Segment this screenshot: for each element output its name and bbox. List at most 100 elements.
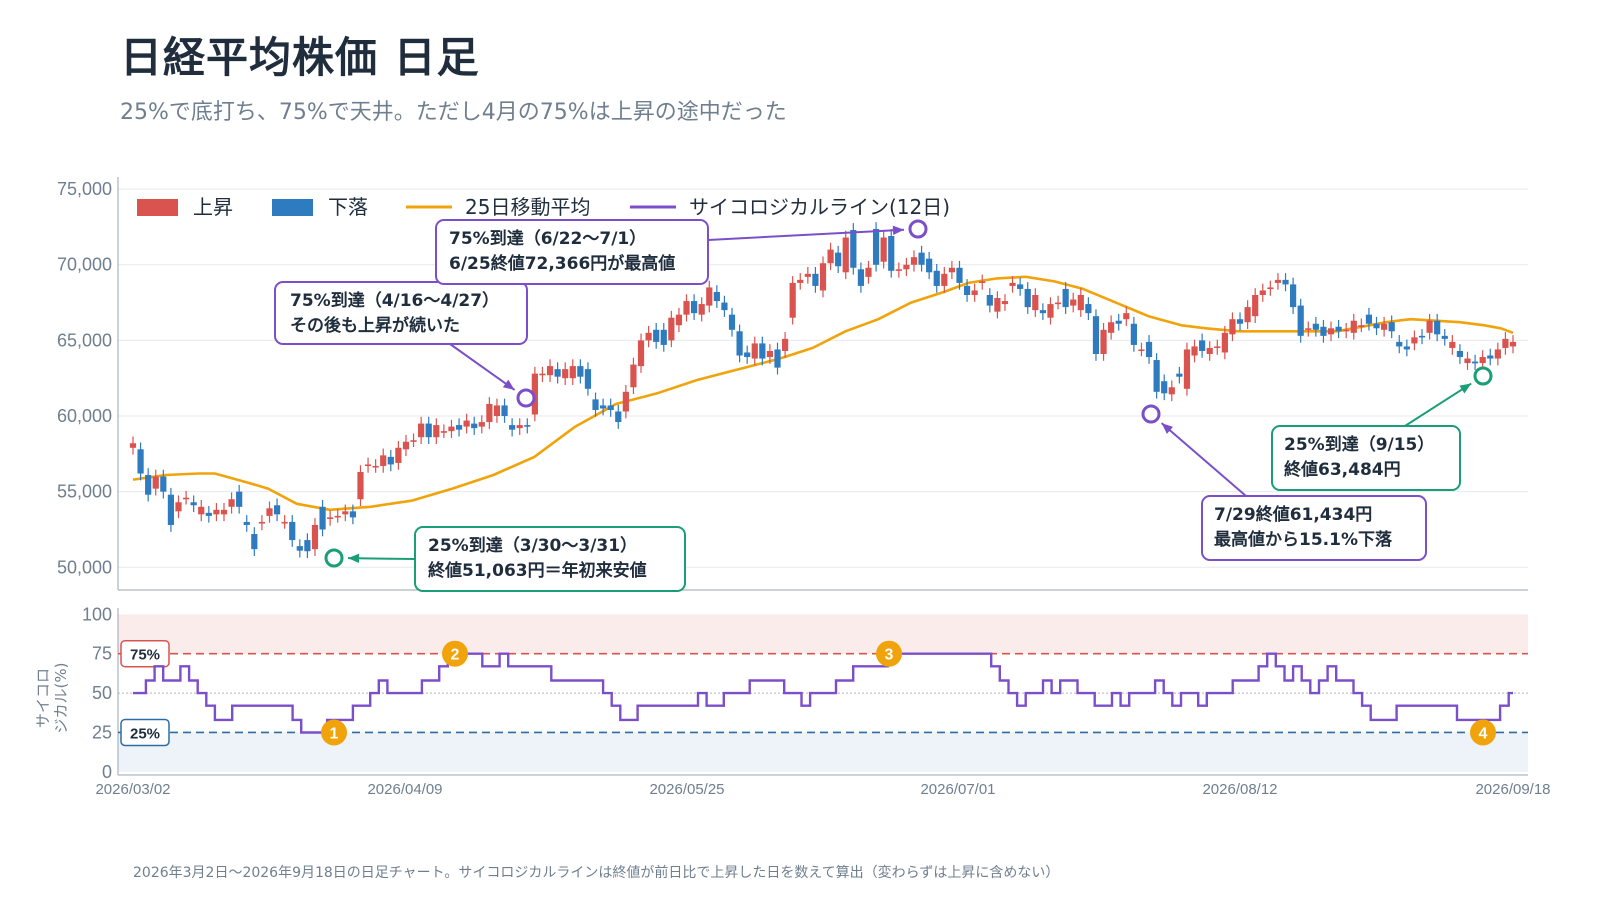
annotation-point-marker — [324, 548, 344, 568]
candle-up — [865, 260, 872, 284]
candle-down — [1236, 312, 1244, 331]
candle-body — [872, 228, 880, 265]
x-tick-label: 2026/04/09 — [367, 781, 442, 798]
candle-up — [622, 385, 629, 419]
candle-up — [372, 459, 379, 473]
annotation-point-marker — [516, 388, 536, 408]
candle-up — [683, 294, 690, 322]
candle-down — [1290, 277, 1297, 314]
candle-down — [319, 499, 326, 537]
candle-down — [1487, 348, 1494, 366]
candle-body — [683, 301, 690, 315]
candle-down — [963, 279, 971, 302]
main-y-tick-label: 60,000 — [57, 406, 112, 426]
oversold-zone — [118, 732, 1528, 772]
annotation-box — [435, 219, 709, 285]
candle-body — [1327, 328, 1335, 335]
annotation-arrow-line — [347, 557, 416, 560]
candle-down — [1176, 366, 1183, 384]
candle-body — [1290, 284, 1297, 308]
candle-body — [1487, 355, 1494, 359]
candle-down — [1115, 313, 1122, 331]
candle-body — [1509, 341, 1517, 347]
candle-body — [1206, 347, 1213, 354]
candle-body — [1411, 337, 1418, 344]
candle-down — [1373, 316, 1380, 336]
annotation-box — [274, 281, 528, 345]
candle-down — [243, 515, 250, 532]
candle-up — [1267, 280, 1274, 296]
x-tick-label: 2026/07/01 — [920, 781, 995, 798]
candle-up — [1327, 321, 1335, 342]
candle-body — [1426, 320, 1433, 333]
upper-band-badge-box — [120, 639, 170, 668]
candle-body — [425, 423, 432, 438]
candle-up — [903, 257, 910, 277]
page-subtitle: 25%で底打ち、75%で天井。ただし4月の75%は上昇の途中だった — [120, 100, 787, 125]
candle-body — [713, 291, 720, 302]
candle-body — [842, 237, 849, 273]
candle-down — [509, 418, 516, 437]
page-title: 日経平均株価 日足 — [120, 33, 480, 82]
candle-down — [1282, 273, 1289, 292]
annotation-box — [1201, 495, 1427, 561]
candle-body — [895, 269, 902, 271]
candle-down — [615, 404, 622, 429]
sub-y-tick-label: 25 — [92, 722, 112, 742]
annotation-3: 25%到達（3/30〜3/31） 終値51,063円＝年初来安値 — [324, 526, 686, 592]
candle-up — [1191, 339, 1198, 363]
annotation-arrow-line — [707, 228, 905, 241]
candle-down — [1471, 354, 1479, 371]
candle-body — [1274, 279, 1282, 283]
candle-body — [387, 456, 394, 465]
annotation-text-line: 75%到達（6/22〜7/1） — [449, 228, 646, 249]
annotation-text-line: 75%到達（4/16〜4/27） — [290, 290, 499, 311]
candle-body — [486, 403, 493, 423]
legend-item-down: 下落 — [272, 195, 368, 219]
annotation-text-line: 最高値から15.1%下落 — [1214, 529, 1393, 550]
candle-up — [539, 366, 546, 382]
psy-marker-circle — [321, 719, 347, 746]
candle-up — [220, 503, 228, 522]
psy-marker-3: 3 — [876, 640, 902, 667]
candle-down — [1297, 298, 1304, 343]
candle-down — [1145, 335, 1153, 364]
candle-up — [440, 424, 447, 438]
candle-down — [872, 222, 880, 272]
candle-up — [1009, 276, 1016, 293]
candle-down — [554, 362, 561, 384]
candle-body — [554, 369, 561, 377]
candle-up — [395, 440, 402, 470]
candle-body — [463, 420, 470, 427]
candle-up — [1494, 342, 1501, 366]
annotation-box — [1271, 425, 1461, 491]
lower-band-badge: 25% — [120, 718, 170, 747]
main-y-tick-label: 75,000 — [57, 179, 112, 199]
overbought-zone — [118, 614, 1528, 654]
annotation-arrow-head — [347, 553, 360, 563]
candle-body — [1252, 295, 1259, 317]
candle-up — [1464, 351, 1471, 370]
psy-marker-label: 3 — [885, 647, 894, 664]
psy-marker-circle — [876, 640, 902, 667]
candle-up — [706, 280, 713, 313]
candle-body — [986, 295, 993, 306]
candle-body — [774, 349, 781, 368]
sub-y-axis-title-line: サイコロ — [34, 668, 52, 728]
candle-body — [380, 455, 387, 466]
candle-body — [1138, 349, 1145, 352]
candle-body — [1236, 319, 1244, 324]
candle-down — [236, 484, 243, 514]
candle-down — [1365, 307, 1373, 331]
candle-body — [1017, 284, 1024, 289]
candle-body — [941, 273, 948, 286]
candle-body — [372, 465, 379, 468]
psy-marker-label: 2 — [451, 647, 460, 664]
candle-down — [1062, 282, 1069, 314]
candle-down — [1441, 329, 1448, 346]
candle-body — [569, 366, 576, 379]
sub-y-tick-label: 75 — [92, 644, 112, 664]
candle-down — [592, 392, 599, 417]
candle-up — [1183, 342, 1191, 396]
candle-body — [220, 509, 228, 515]
